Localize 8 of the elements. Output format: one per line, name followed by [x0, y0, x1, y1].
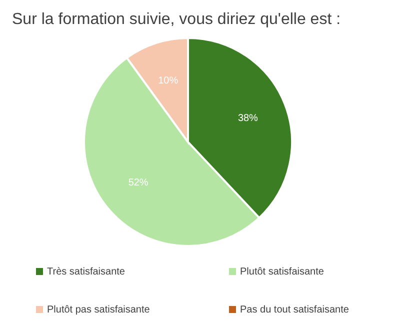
legend-label: Plutôt pas satisfaisante: [47, 304, 150, 316]
legend-label: Très satisfaisante: [47, 266, 126, 278]
chart-title: Sur la formation suivie, vous diriez qu'elle est :: [12, 11, 341, 28]
legend-label: Pas du tout satisfaisante: [240, 304, 350, 316]
data-label: 10%: [158, 75, 178, 86]
data-label: 38%: [238, 112, 258, 124]
data-label: 52%: [128, 178, 148, 189]
legend-label: Plutôt satisfaisante: [240, 266, 324, 278]
